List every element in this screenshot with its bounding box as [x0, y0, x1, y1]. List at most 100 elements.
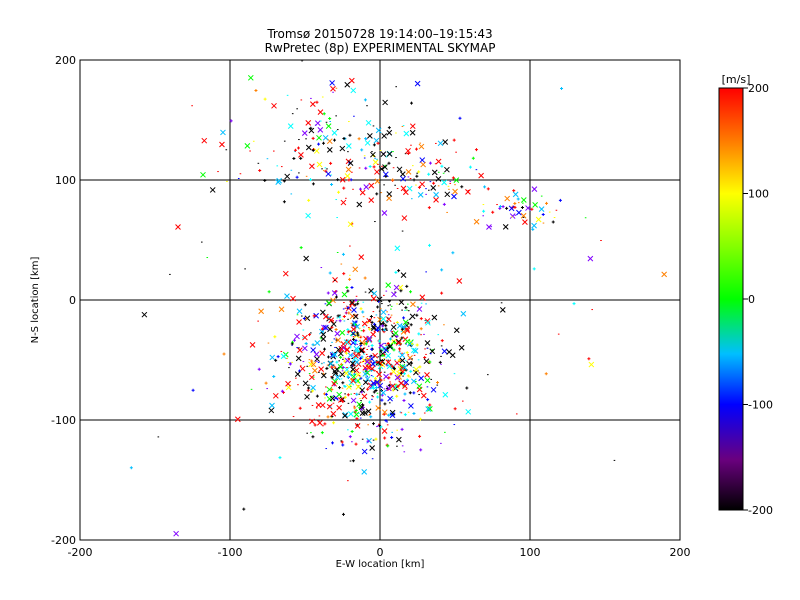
- data-point: [340, 199, 347, 206]
- data-point: [317, 142, 321, 146]
- data-point: [347, 311, 351, 315]
- data-point: [344, 81, 351, 88]
- data-point: [353, 352, 359, 359]
- data-point: [331, 380, 337, 387]
- data-point: [444, 166, 450, 173]
- data-point: [317, 109, 324, 115]
- data-point: [358, 404, 365, 411]
- chart-subtitle: RwPretec (8p) EXPERIMENTAL SKYMAP: [265, 41, 496, 55]
- data-point: [355, 371, 362, 378]
- data-point: [386, 151, 393, 157]
- data-point: [328, 271, 332, 275]
- data-point: [305, 212, 311, 219]
- data-point: [405, 169, 412, 175]
- data-point: [359, 347, 366, 353]
- data-point: [415, 343, 419, 347]
- data-point: [400, 427, 404, 431]
- data-point: [427, 172, 431, 176]
- data-point: [409, 313, 416, 320]
- data-point: [314, 340, 321, 346]
- data-point: [284, 293, 290, 299]
- data-point: [284, 173, 291, 180]
- data-point: [372, 159, 379, 166]
- data-point: [418, 365, 422, 369]
- data-point: [320, 327, 324, 331]
- data-point: [375, 127, 382, 134]
- data-point: [376, 305, 380, 309]
- data-point: [424, 377, 431, 384]
- data-point: [414, 147, 418, 151]
- data-point: [345, 166, 352, 173]
- data-point: [372, 143, 376, 147]
- data-point: [399, 352, 406, 359]
- data-point: [325, 123, 332, 129]
- data-point: [405, 284, 409, 288]
- data-point: [340, 440, 344, 444]
- data-point: [425, 319, 431, 326]
- data-point: [332, 421, 336, 425]
- data-point: [278, 456, 282, 460]
- data-point: [374, 388, 378, 392]
- data-point: [330, 365, 334, 369]
- data-point: [441, 179, 448, 186]
- data-point: [304, 393, 310, 400]
- data-point: [298, 406, 302, 410]
- data-point: [409, 129, 416, 136]
- data-point: [381, 409, 388, 416]
- data-point: [509, 213, 516, 219]
- colorbar-tick-label: 200: [748, 82, 769, 95]
- data-point: [387, 299, 391, 303]
- data-point: [370, 295, 377, 302]
- data-point: [353, 406, 357, 410]
- data-point: [661, 271, 668, 278]
- data-point: [551, 220, 555, 224]
- data-point: [346, 375, 350, 379]
- data-point: [296, 308, 303, 315]
- data-point: [354, 359, 360, 365]
- data-point: [433, 197, 439, 203]
- data-point: [380, 398, 384, 402]
- data-point: [271, 102, 277, 109]
- data-point: [520, 206, 524, 210]
- data-point: [322, 313, 329, 320]
- data-point: [364, 367, 368, 371]
- data-point: [398, 299, 405, 306]
- data-point: [444, 191, 451, 198]
- data-point: [368, 197, 375, 203]
- data-point: [383, 436, 387, 440]
- data-point: [374, 169, 380, 175]
- data-point: [418, 143, 425, 150]
- data-point: [371, 290, 378, 297]
- data-point: [346, 384, 352, 390]
- data-point: [320, 331, 327, 338]
- data-point: [402, 319, 409, 326]
- data-point: [311, 136, 315, 140]
- data-point: [385, 359, 392, 366]
- data-point: [406, 374, 410, 378]
- data-point: [440, 164, 444, 168]
- data-point: [369, 314, 373, 318]
- data-point: [347, 221, 354, 228]
- data-point: [273, 335, 277, 339]
- data-point: [387, 413, 391, 417]
- data-point: [508, 205, 515, 212]
- data-point: [398, 380, 404, 387]
- data-point: [344, 347, 350, 353]
- data-point: [391, 388, 395, 392]
- data-point: [293, 148, 297, 152]
- data-point: [427, 206, 431, 210]
- data-point: [384, 174, 388, 178]
- data-point: [354, 346, 361, 353]
- y-axis-label: N-S location [km]: [30, 257, 41, 344]
- data-point: [355, 392, 359, 396]
- data-point: [365, 119, 372, 126]
- data-point: [337, 363, 344, 370]
- data-point: [377, 339, 381, 343]
- data-point: [362, 379, 369, 386]
- x-tick-label: 100: [520, 546, 541, 559]
- data-point: [412, 178, 416, 182]
- data-point: [442, 391, 449, 398]
- data-point: [362, 410, 368, 416]
- data-point: [400, 329, 407, 335]
- data-point: [294, 371, 301, 377]
